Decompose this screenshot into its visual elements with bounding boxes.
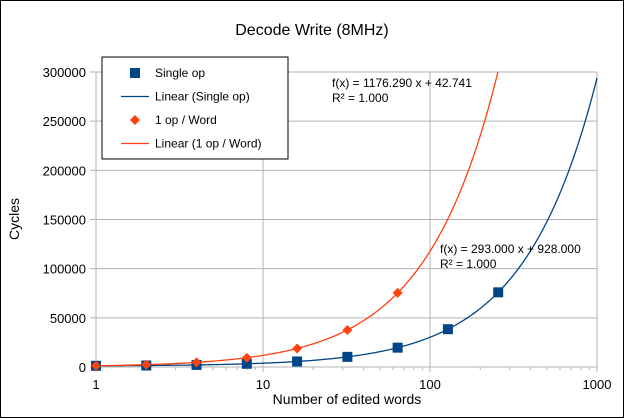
- point-single-op-group: [91, 287, 504, 371]
- point-one-op-per-word: [191, 357, 202, 368]
- y-tick-label: 50000: [50, 311, 86, 326]
- y-tick-label: 300000: [43, 65, 86, 80]
- point-single-op: [493, 287, 504, 298]
- trendline-r-squared: R² = 1.000: [332, 91, 389, 105]
- x-tick-label: 1000: [583, 377, 612, 392]
- chart-title: Decode Write (8MHz): [235, 22, 389, 39]
- plot-layer: 0 50000 100000 150000 200000 250000 300000 1 10 1…: [43, 56, 612, 392]
- trendline-equation: f(x) = 1176.290 x + 42.741: [332, 76, 472, 90]
- point-one-op-per-word: [91, 360, 101, 371]
- x-tick-label: 10: [256, 377, 270, 392]
- y-axis-label: Cycles: [6, 198, 22, 240]
- legend-label: Linear (Single op): [155, 90, 250, 104]
- point-single-op: [292, 356, 303, 367]
- point-one-op-per-word: [141, 359, 152, 370]
- x-tick-label: 1: [92, 377, 99, 392]
- legend-entry-linear-single-op: Linear (Single op): [121, 90, 250, 104]
- x-tick-label: 100: [419, 377, 441, 392]
- point-single-op: [241, 358, 252, 369]
- tick-layer: 0 50000 100000 150000 200000 250000 300000 1 10 1…: [43, 65, 612, 392]
- point-one-op-per-word: [342, 324, 353, 335]
- point-one-op-per-word: [292, 343, 303, 354]
- legend-label: 1 op / Word: [155, 113, 217, 127]
- point-one-op-per-word: [241, 352, 252, 363]
- y-tick-label: 200000: [43, 163, 86, 178]
- y-tick-label: 0: [79, 360, 86, 375]
- legend-marker: [130, 115, 140, 125]
- y-tick-label: 150000: [43, 213, 86, 228]
- legend-label: Single op: [155, 66, 205, 80]
- legend-label: Linear (1 op / Word): [155, 137, 262, 151]
- x-axis-label: Number of edited words: [273, 391, 422, 407]
- point-one-op-per-word-group: [91, 287, 403, 371]
- y-tick-label: 250000: [43, 114, 86, 129]
- point-one-op-per-word: [392, 287, 403, 298]
- trendline-r-squared: R² = 1.000: [440, 257, 497, 271]
- point-single-op: [342, 351, 353, 362]
- legend-marker: [130, 68, 140, 78]
- point-single-op: [442, 324, 453, 335]
- trendline-equation: f(x) = 293.000 x + 928.000: [440, 242, 581, 256]
- legend: Single op Linear (Single op) 1 op / Word Li…: [101, 56, 289, 160]
- legend-entry-linear-one-op-per-word: Linear (1 op / Word): [121, 137, 262, 151]
- point-single-op: [392, 342, 403, 353]
- legend-entry-single-op: Single op: [130, 66, 205, 80]
- legend-entry-one-op-per-word: 1 op / Word: [130, 113, 217, 127]
- y-tick-label: 100000: [43, 262, 86, 277]
